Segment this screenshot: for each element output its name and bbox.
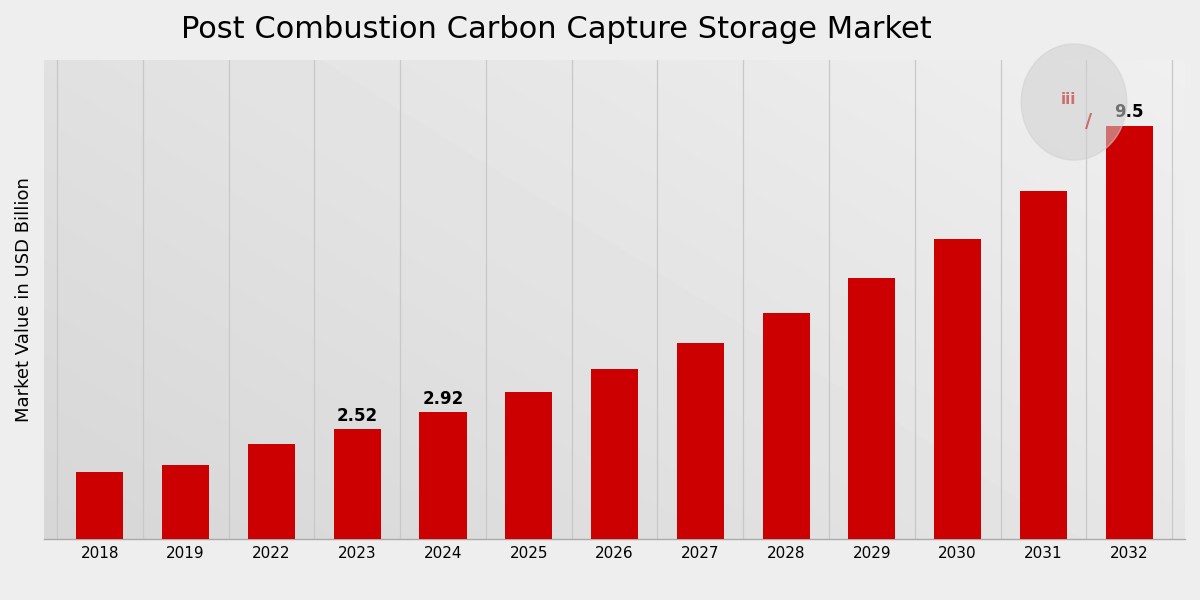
Text: Post Combustion Carbon Capture Storage Market: Post Combustion Carbon Capture Storage M… (181, 15, 931, 44)
Bar (77, 472, 124, 539)
Y-axis label: Market Value in USD Billion: Market Value in USD Billion (14, 177, 34, 422)
Bar (934, 239, 982, 539)
Text: /: / (1085, 112, 1092, 131)
Polygon shape (1021, 44, 1127, 160)
Text: 2.52: 2.52 (337, 407, 378, 425)
Bar (677, 343, 724, 539)
Text: 2.92: 2.92 (422, 389, 463, 407)
Bar (162, 465, 209, 539)
Text: iii: iii (1061, 92, 1075, 107)
Text: 9.5: 9.5 (1115, 103, 1144, 121)
Bar (762, 313, 810, 539)
Bar (1020, 191, 1067, 539)
Bar (505, 392, 552, 539)
Bar (420, 412, 467, 539)
Bar (590, 369, 638, 539)
Bar (848, 278, 895, 539)
Bar (334, 430, 380, 539)
Bar (1105, 125, 1153, 539)
Bar (248, 444, 295, 539)
